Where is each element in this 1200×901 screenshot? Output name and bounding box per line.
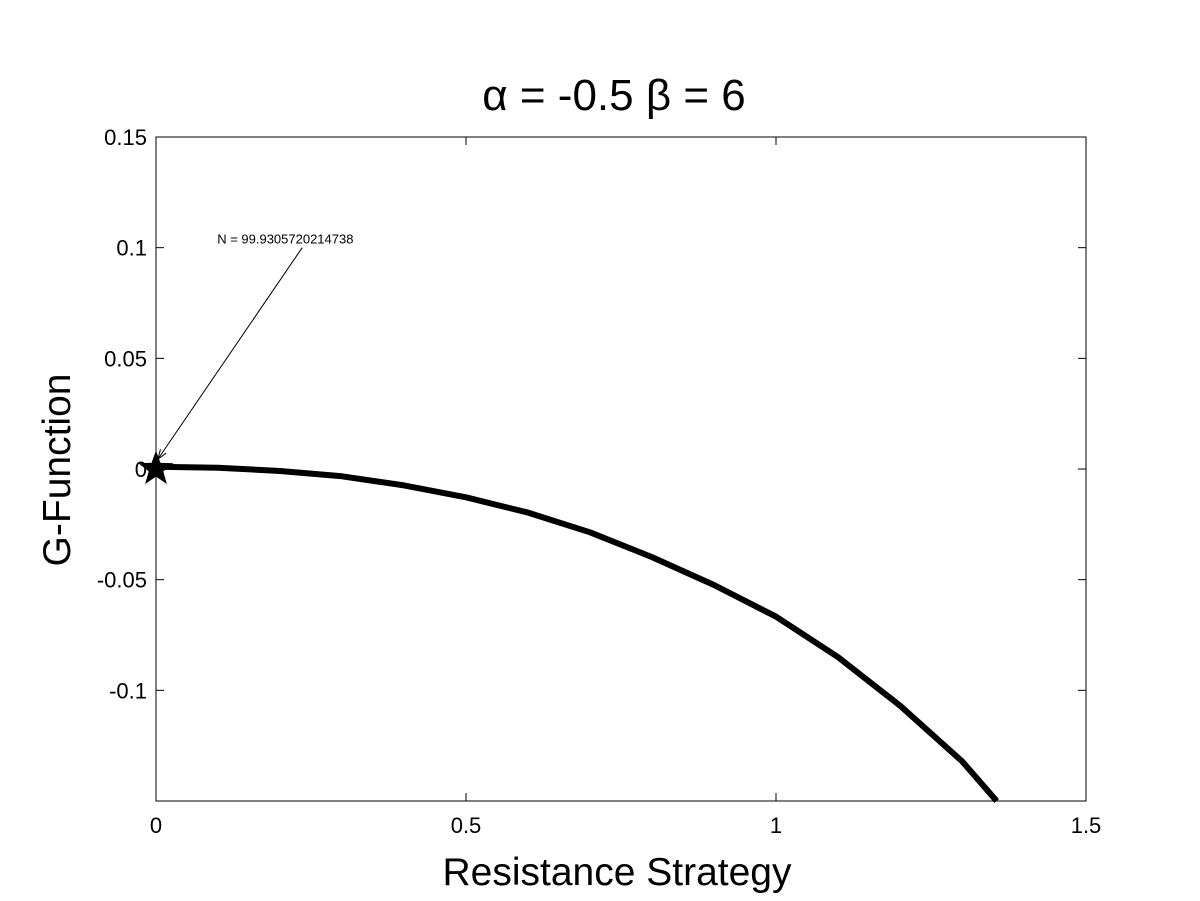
y-tick-label: 0 — [135, 457, 147, 482]
ticks-layer: 0 0.5 1 1.5 0.15 0.1 0.05 0 -0.05 -0.1 — [97, 125, 1101, 838]
annotation-arrow-head — [157, 449, 167, 461]
title-layer: α = -0.5 β = 6 — [482, 71, 746, 120]
labels-layer: Resistance Strategy G-Function — [36, 374, 792, 894]
y-tick-label: 0.05 — [104, 346, 147, 371]
x-tick-label: 1.5 — [1071, 813, 1102, 838]
star-marker — [138, 450, 174, 484]
annotation-layer: N = 99.9305720214738 — [157, 232, 353, 461]
y-tick-label: -0.1 — [109, 678, 147, 703]
series-layer — [138, 450, 999, 803]
x-tick-label: 1 — [770, 813, 782, 838]
annotation-text: N = 99.9305720214738 — [217, 232, 353, 247]
x-tick-label: 0 — [150, 813, 162, 838]
y-axis-label: G-Function — [36, 374, 79, 567]
y-tick-label: 0.15 — [104, 125, 147, 150]
series-line — [155, 463, 999, 803]
y-tick-label: 0.1 — [116, 236, 147, 261]
y-tick-label: -0.05 — [97, 568, 147, 593]
x-tick-label: 0.5 — [451, 813, 482, 838]
chart-title: α = -0.5 β = 6 — [482, 71, 746, 120]
x-axis-label: Resistance Strategy — [442, 851, 792, 894]
annotation-arrow-line — [157, 247, 303, 460]
